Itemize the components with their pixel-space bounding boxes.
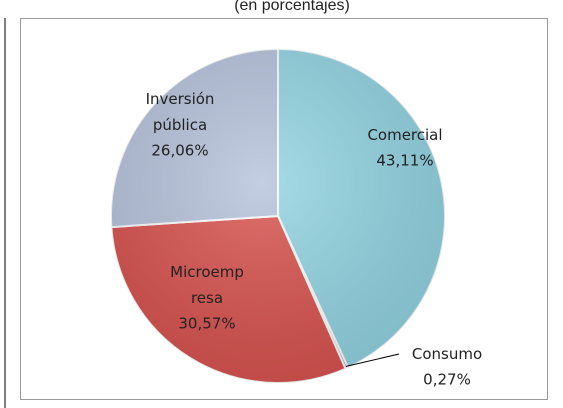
category-label: Comercial (367, 126, 442, 144)
value-label: 30,57% (178, 315, 235, 333)
category-label: Consumo (412, 345, 482, 363)
labels: Comercial 43,11% Consumo 0,27% Microemp resa 3… (146, 90, 483, 389)
category-label: Inversión pública (146, 90, 215, 134)
value-label: 26,06% (151, 142, 208, 160)
leader-line (345, 353, 400, 367)
chart-title: (en porcentajes) (234, 0, 350, 14)
category-label: Microemp resa (170, 263, 244, 307)
value-label: 0,27% (423, 371, 471, 389)
value-label: 43,11% (376, 152, 433, 170)
